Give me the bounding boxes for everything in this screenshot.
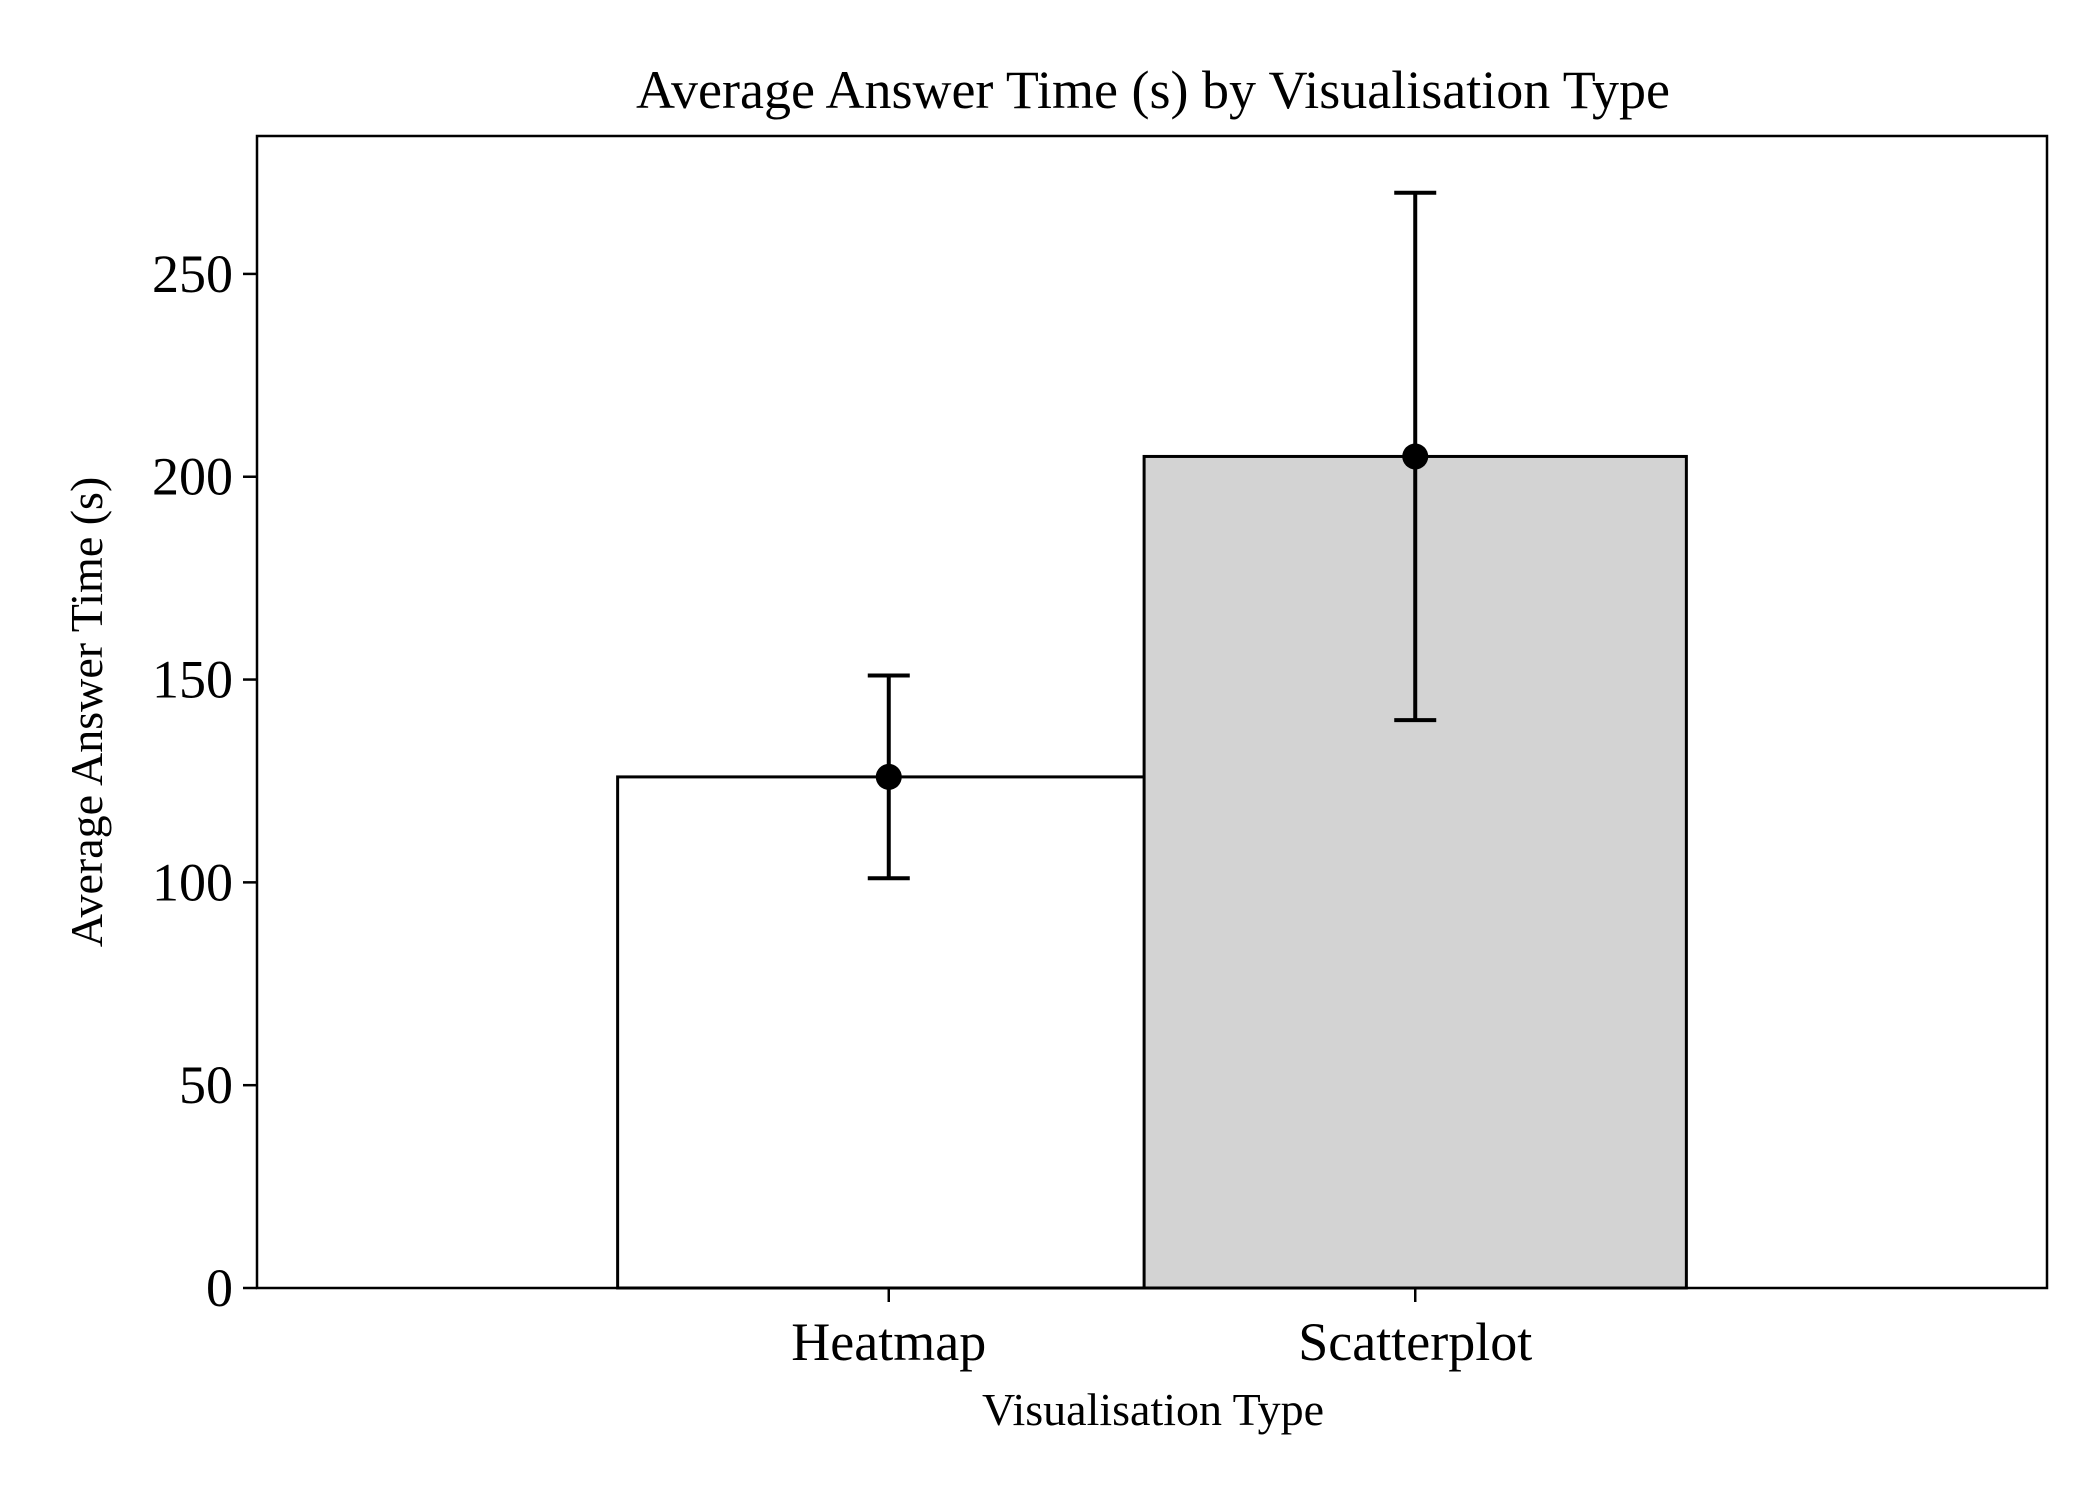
plot-frame xyxy=(255,134,2049,1290)
y-tick-label-2: 100 xyxy=(152,852,233,912)
y-tick-label-4: 200 xyxy=(152,447,233,507)
y-tick-label-0: 0 xyxy=(206,1258,233,1318)
y-axis: 0 50 100 150 200 250 xyxy=(152,244,257,1318)
mean-point-scatterplot xyxy=(1402,443,1429,470)
y-axis-label: Average Answer Time (s) xyxy=(61,477,112,948)
y-tick-label-1: 50 xyxy=(179,1055,233,1115)
y-tick-label-5: 250 xyxy=(152,244,233,304)
mean-point-heatmap xyxy=(875,763,902,790)
x-tick-label-heatmap: Heatmap xyxy=(791,1312,986,1372)
chart-title: Average Answer Time (s) by Visualisation… xyxy=(636,60,1670,120)
x-tick-label-scatterplot: Scatterplot xyxy=(1298,1312,1532,1372)
x-axis-label: Visualisation Type xyxy=(982,1384,1324,1435)
x-axis: Heatmap Scatterplot xyxy=(791,1288,1532,1372)
y-tick-label-3: 150 xyxy=(152,650,233,710)
